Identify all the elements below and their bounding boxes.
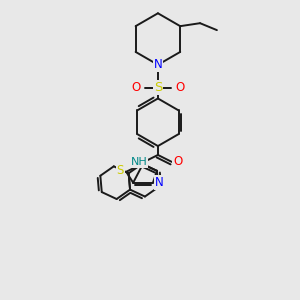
Text: S: S (117, 164, 124, 177)
Text: O: O (131, 81, 141, 94)
Text: S: S (154, 81, 162, 94)
Text: N: N (154, 176, 163, 189)
Text: N: N (154, 58, 162, 71)
Text: NH: NH (131, 157, 148, 167)
Text: O: O (173, 155, 182, 168)
Text: O: O (175, 81, 184, 94)
